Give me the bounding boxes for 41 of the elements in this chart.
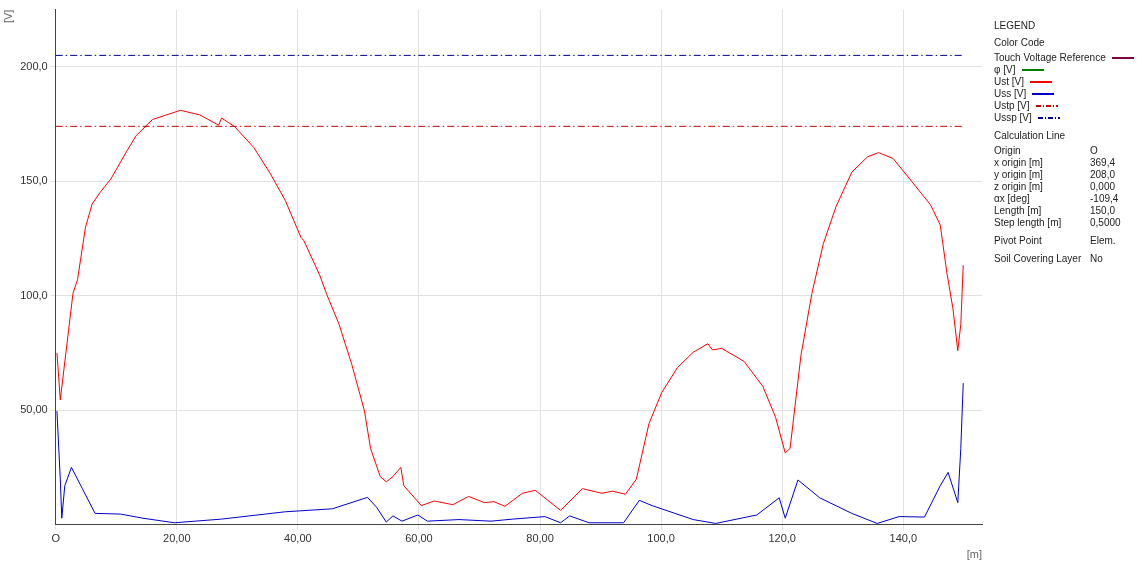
text: 150,0 bbox=[1090, 205, 1117, 217]
text: No bbox=[1090, 253, 1104, 265]
legend-label: Ustp [V] bbox=[994, 100, 1030, 112]
text: 208,0 bbox=[1090, 169, 1117, 181]
legend-label: Ust [V] bbox=[994, 76, 1025, 88]
text: αx [deg] bbox=[994, 193, 1030, 205]
x-tick-label: 60,00 bbox=[405, 532, 433, 545]
text: 0,000 bbox=[1090, 181, 1117, 193]
text: z origin [m] bbox=[994, 181, 1043, 193]
y-tick-label: 200,0 bbox=[20, 59, 48, 72]
legend-label: φ [V] bbox=[994, 64, 1016, 76]
legend-label: Uss [V] bbox=[994, 88, 1027, 100]
text: Color Code bbox=[994, 37, 1046, 48]
text: Origin bbox=[994, 145, 1021, 157]
text: y origin [m] bbox=[994, 169, 1043, 181]
text: Step length [m] bbox=[994, 217, 1062, 229]
y-tick-label: 100,0 bbox=[20, 288, 48, 301]
text: 369,4 bbox=[1090, 157, 1117, 169]
text: Elem. bbox=[1090, 235, 1117, 247]
text: 0,5000 bbox=[1090, 217, 1122, 229]
x-axis-title: [m] bbox=[966, 548, 982, 561]
y-tick-label: 50,00 bbox=[20, 403, 48, 416]
x-tick-label: 120,0 bbox=[768, 532, 796, 545]
x-tick-label: 80,00 bbox=[526, 532, 554, 545]
x-tick-label: 20,00 bbox=[163, 532, 191, 545]
text: Calculation Line bbox=[994, 130, 1067, 141]
text: -109,4 bbox=[1090, 193, 1120, 205]
text: Pivot Point bbox=[994, 235, 1042, 247]
y-axis-title: [V] bbox=[1, 9, 14, 24]
x-tick-label: 140,0 bbox=[889, 532, 918, 545]
text: x origin [m] bbox=[994, 157, 1043, 169]
legend-label: Touch Voltage Reference bbox=[994, 52, 1106, 64]
text: Length [m] bbox=[994, 205, 1042, 217]
text: O bbox=[1090, 145, 1099, 157]
x-tick-label: 100,0 bbox=[647, 532, 675, 545]
x-tick-label: 40,00 bbox=[284, 532, 312, 545]
legend-title: LEGEND bbox=[994, 20, 1037, 31]
y-tick-label: 150,0 bbox=[20, 174, 48, 187]
x-tick-label: O bbox=[51, 532, 61, 545]
legend-label: Ussp [V] bbox=[994, 112, 1032, 124]
text: Soil Covering Layer bbox=[994, 253, 1082, 265]
